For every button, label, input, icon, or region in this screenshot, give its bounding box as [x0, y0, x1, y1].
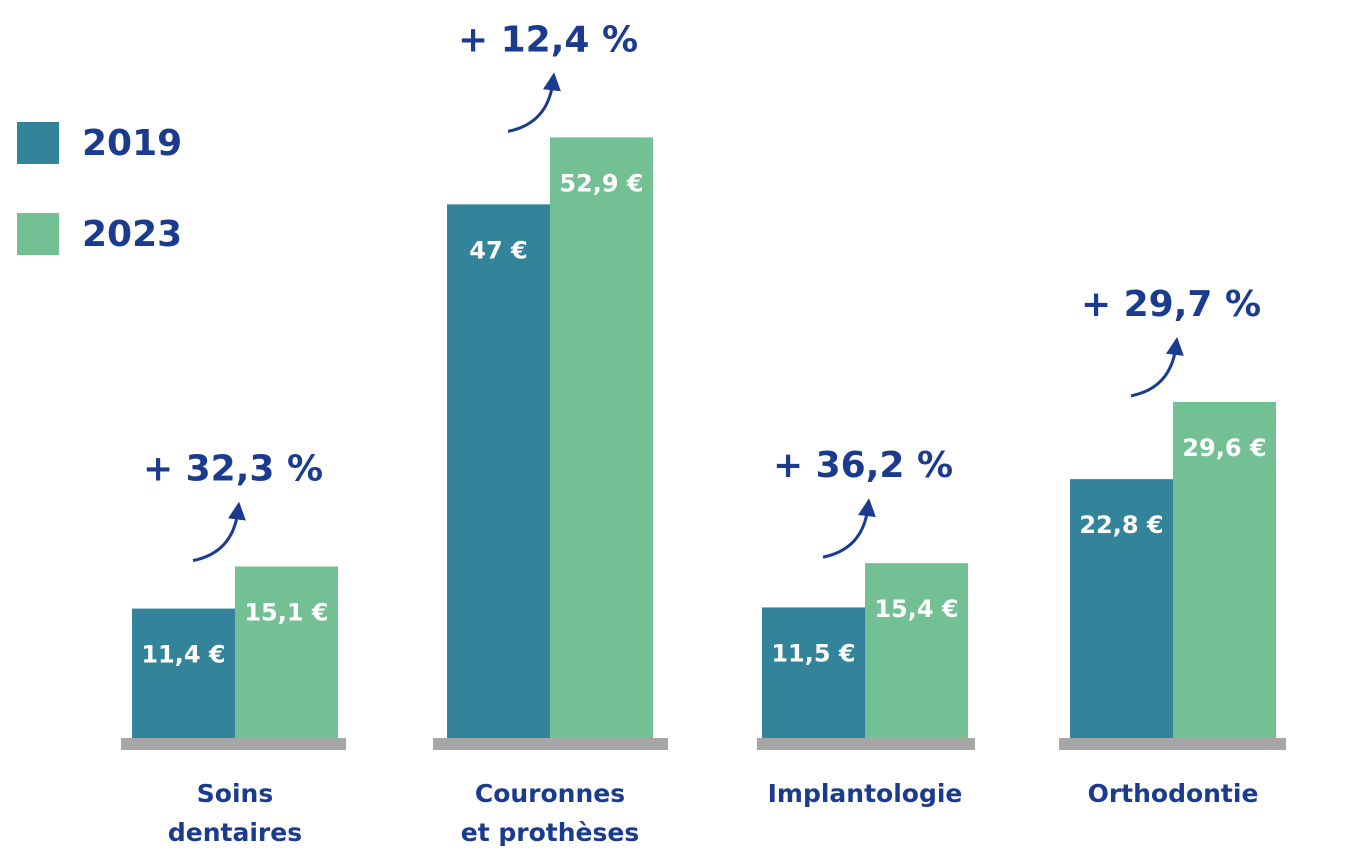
bar-2019-2: [762, 607, 865, 738]
legend-item-2023: 2023: [17, 213, 182, 255]
bar-2023-1: [550, 137, 653, 738]
category-label: Orthodontie: [1088, 779, 1259, 808]
bar-value-label: 47 €: [469, 236, 527, 264]
growth-percentage: + 32,3 %: [143, 449, 323, 490]
bar-2019-1: [447, 204, 550, 738]
category-label: Implantologie: [768, 779, 963, 808]
growth-arrow-icon: [507, 72, 561, 133]
baseline-bar: [121, 738, 346, 750]
bar-value-label: 15,4 €: [874, 595, 958, 623]
bar-2023-2: [865, 563, 968, 738]
legend-swatch-2019: [17, 122, 59, 164]
baseline-bar: [757, 738, 975, 750]
legend-label-2023: 2023: [82, 213, 183, 255]
bar-value-label: 15,1 €: [244, 599, 328, 627]
baseline-bar: [433, 738, 668, 750]
growth-percentage: + 29,7 %: [1081, 284, 1261, 325]
category-label: et prothèses: [461, 818, 639, 847]
bar-2019-3: [1070, 479, 1173, 738]
growth-arrow-icon: [1130, 336, 1184, 398]
bar-2023-3: [1173, 401, 1276, 738]
growth-percentage: + 12,4 %: [458, 19, 638, 60]
legend-item-2019: 2019: [17, 122, 182, 164]
baseline-bar: [1059, 738, 1286, 750]
category-label: Soins: [197, 779, 273, 808]
category-label: Couronnes: [475, 779, 625, 808]
category-label: dentaires: [168, 818, 302, 847]
legend-label-2019: 2019: [82, 122, 183, 164]
bar-value-label: 52,9 €: [559, 169, 643, 197]
growth-percentage: + 36,2 %: [773, 445, 953, 486]
bar-value-label: 29,6 €: [1182, 434, 1266, 462]
growth-arrow-icon: [822, 498, 876, 559]
bar-value-label: 11,4 €: [141, 641, 225, 669]
bar-value-label: 11,5 €: [771, 639, 855, 667]
bar-2019-0: [132, 608, 235, 738]
legend-swatch-2023: [17, 213, 59, 255]
bar-2023-0: [235, 566, 338, 738]
growth-arrow-icon: [192, 501, 246, 563]
bar-value-label: 22,8 €: [1079, 511, 1163, 539]
